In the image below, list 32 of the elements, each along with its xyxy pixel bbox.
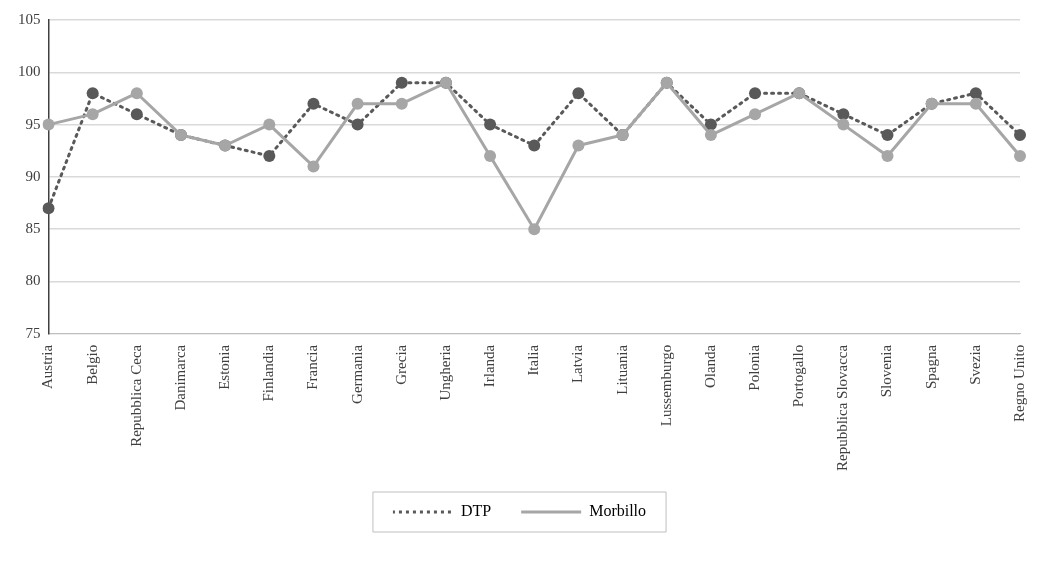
x-tick-label: Portogallo — [790, 344, 807, 408]
x-tick-label: Irlanda — [481, 344, 498, 388]
x-tick-label: Olanda — [701, 344, 718, 389]
x-tick-label: Lussemburgo — [657, 344, 674, 427]
x-tick-label: Germania — [348, 344, 365, 404]
y-tick-label: 75 — [25, 324, 41, 341]
x-tick-label: Lituania — [613, 344, 630, 395]
x-tick-label: Italia — [525, 344, 542, 376]
y-tick-label: 95 — [25, 115, 41, 132]
x-tick-label: Repubblica Ceca — [127, 344, 144, 447]
legend-label: DTP — [460, 502, 492, 520]
legend-label: Morbillo — [589, 502, 647, 520]
x-tick-label: Belgio — [83, 344, 100, 385]
y-tick-label: 105 — [18, 10, 41, 27]
x-tick-label: Slovenia — [878, 344, 895, 398]
x-tick-label: Austria — [39, 344, 56, 389]
x-tick-label: Repubblica Slovacca — [834, 344, 851, 472]
y-tick-label: 85 — [25, 220, 41, 237]
x-tick-label: Danimarca — [171, 344, 188, 411]
x-tick-label: Latvia — [569, 344, 586, 384]
x-tick-label: Svezia — [966, 344, 983, 385]
y-tick-label: 90 — [25, 167, 41, 184]
x-tick-label: Spagna — [922, 344, 939, 389]
y-tick-label: 80 — [25, 272, 41, 289]
x-tick-label: Polonia — [745, 344, 762, 391]
y-tick-label: 100 — [18, 63, 41, 80]
x-tick-label: Estonia — [216, 344, 233, 390]
x-tick-label: Grecia — [392, 344, 409, 385]
x-tick-label: Finlandia — [260, 344, 277, 402]
x-tick-label: Francia — [304, 344, 321, 390]
x-tick-label: Regno Unito — [1010, 344, 1027, 422]
x-tick-label: Ungheria — [436, 344, 453, 401]
